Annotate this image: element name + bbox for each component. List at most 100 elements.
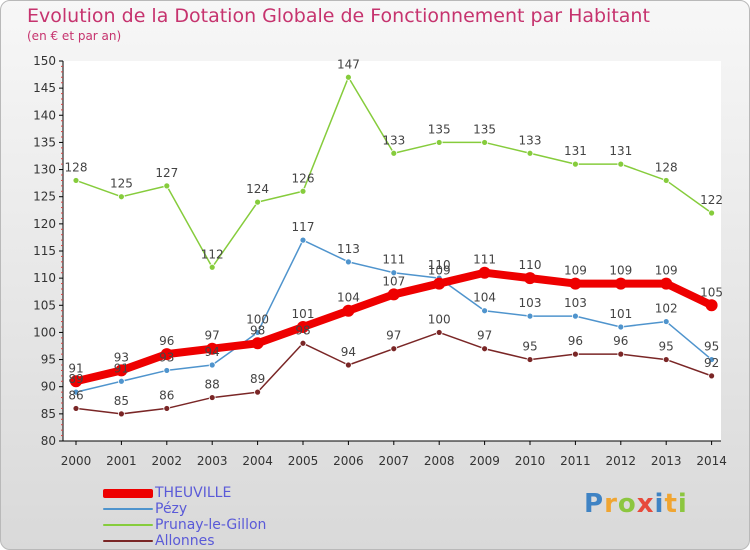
y-tick-label: 80: [41, 434, 56, 448]
point-pezy: [662, 318, 670, 325]
point-theuville: [614, 277, 627, 290]
data-label-prunay-le-gillon: 131: [609, 144, 632, 158]
data-label-theuville: 104: [337, 291, 360, 305]
data-label-theuville: 93: [114, 350, 129, 364]
legend-swatch: [103, 524, 153, 526]
point-allonnes: [254, 388, 262, 396]
point-pezy: [526, 312, 534, 320]
legend-item-prunay-le-gillon: Prunay-le-Gillon: [101, 517, 341, 533]
point-theuville: [297, 321, 309, 333]
data-label-pezy: 113: [337, 242, 360, 256]
data-label-theuville: 109: [655, 264, 678, 278]
x-tick-label: 2009: [469, 454, 500, 468]
x-tick-label: 2005: [288, 454, 319, 468]
point-prunay-le-gillon: [435, 139, 443, 146]
x-tick-label: 2003: [197, 454, 228, 468]
data-label-allonnes: 92: [704, 356, 719, 370]
y-tick-label: 115: [33, 244, 56, 258]
y-tick-label: 145: [33, 81, 56, 95]
point-allonnes: [390, 345, 398, 353]
data-label-prunay-le-gillon: 131: [564, 144, 587, 158]
data-label-allonnes: 98: [295, 323, 310, 337]
point-prunay-le-gillon: [163, 182, 171, 190]
point-prunay-le-gillon: [299, 187, 307, 195]
point-pezy: [72, 388, 80, 396]
axes: 80 85 90 95 100 105 110 115 120 125 130 135 140 145 15…: [33, 54, 727, 468]
data-label-pezy: 100: [246, 312, 269, 326]
point-allonnes: [118, 410, 125, 418]
legend-swatch: [103, 508, 153, 510]
point-allonnes: [163, 405, 171, 412]
point-theuville: [70, 375, 82, 388]
y-tick-label: 110: [33, 271, 56, 285]
point-prunay-le-gillon: [662, 177, 670, 184]
data-labels: 128 125 127 112 124 126 147 133 135 135 133 131 131 1…: [65, 57, 724, 408]
point-pezy: [390, 269, 398, 277]
data-label-prunay-le-gillon: 147: [337, 57, 360, 71]
x-tick-label: 2007: [379, 454, 410, 468]
chart-title: Evolution de la Dotation Globale de Fonc…: [27, 5, 650, 27]
y-tick-label: 135: [33, 135, 56, 149]
point-prunay-le-gillon: [526, 149, 534, 157]
data-label-prunay-le-gillon: 125: [110, 177, 133, 191]
point-prunay-le-gillon: [481, 139, 489, 146]
point-allonnes: [617, 350, 625, 358]
series-layer: [70, 73, 718, 418]
data-label-prunay-le-gillon: 127: [155, 166, 178, 180]
data-label-pezy: 117: [292, 220, 315, 234]
x-tick-label: 2006: [333, 454, 364, 468]
data-label-pezy: 102: [655, 302, 678, 316]
y-tick-label: 150: [33, 54, 56, 68]
data-label-pezy: 110: [428, 258, 451, 272]
data-label-prunay-le-gillon: 135: [428, 122, 451, 136]
y-tick-label: 125: [33, 190, 56, 204]
point-theuville: [115, 364, 128, 377]
point-theuville: [569, 277, 582, 290]
data-label-allonnes: 96: [613, 334, 628, 348]
data-label-theuville: 91: [68, 361, 83, 375]
data-label-allonnes: 88: [205, 378, 220, 392]
data-label-pezy: 104: [473, 291, 496, 305]
point-pezy: [708, 356, 715, 363]
data-label-allonnes: 85: [114, 394, 129, 408]
plot-area: [63, 61, 721, 441]
legend-item-theuville: THEUVILLE: [101, 485, 341, 501]
legend-swatch: [103, 488, 153, 498]
point-prunay-le-gillon: [617, 160, 625, 168]
y-tick-label: 95: [41, 353, 56, 367]
point-prunay-le-gillon: [572, 160, 579, 168]
point-allonnes: [481, 345, 489, 353]
x-tick-label: 2011: [560, 454, 591, 468]
data-label-prunay-le-gillon: 124: [246, 182, 269, 196]
point-pezy: [118, 377, 125, 385]
data-label-allonnes: 89: [250, 372, 265, 386]
point-allonnes: [435, 329, 443, 336]
data-label-theuville: 107: [382, 274, 405, 288]
chart-subtitle: (en € et par an): [27, 29, 122, 43]
point-prunay-le-gillon: [254, 198, 262, 206]
point-theuville: [478, 266, 491, 279]
point-prunay-le-gillon: [118, 193, 125, 201]
legend-label: Prunay-le-Gillon: [155, 517, 267, 533]
x-tick-label: 2008: [424, 454, 455, 468]
data-label-prunay-le-gillon: 128: [655, 160, 678, 174]
data-label-allonnes: 95: [522, 340, 537, 354]
legend-swatch: [103, 540, 153, 542]
point-allonnes: [526, 356, 534, 363]
data-label-pezy: 93: [159, 350, 174, 364]
data-label-allonnes: 100: [428, 312, 451, 326]
data-label-theuville: 109: [609, 264, 632, 278]
data-label-prunay-le-gillon: 122: [700, 193, 723, 207]
point-prunay-le-gillon: [72, 177, 80, 184]
x-tick-label: 2010: [515, 454, 546, 468]
point-allonnes: [299, 339, 307, 347]
point-theuville: [251, 337, 264, 350]
data-label-prunay-le-gillon: 133: [519, 133, 542, 147]
point-pezy: [617, 323, 625, 331]
data-label-allonnes: 97: [477, 329, 492, 343]
point-pezy: [299, 236, 307, 244]
data-label-allonnes: 94: [341, 345, 356, 359]
data-label-theuville: 98: [250, 323, 265, 337]
